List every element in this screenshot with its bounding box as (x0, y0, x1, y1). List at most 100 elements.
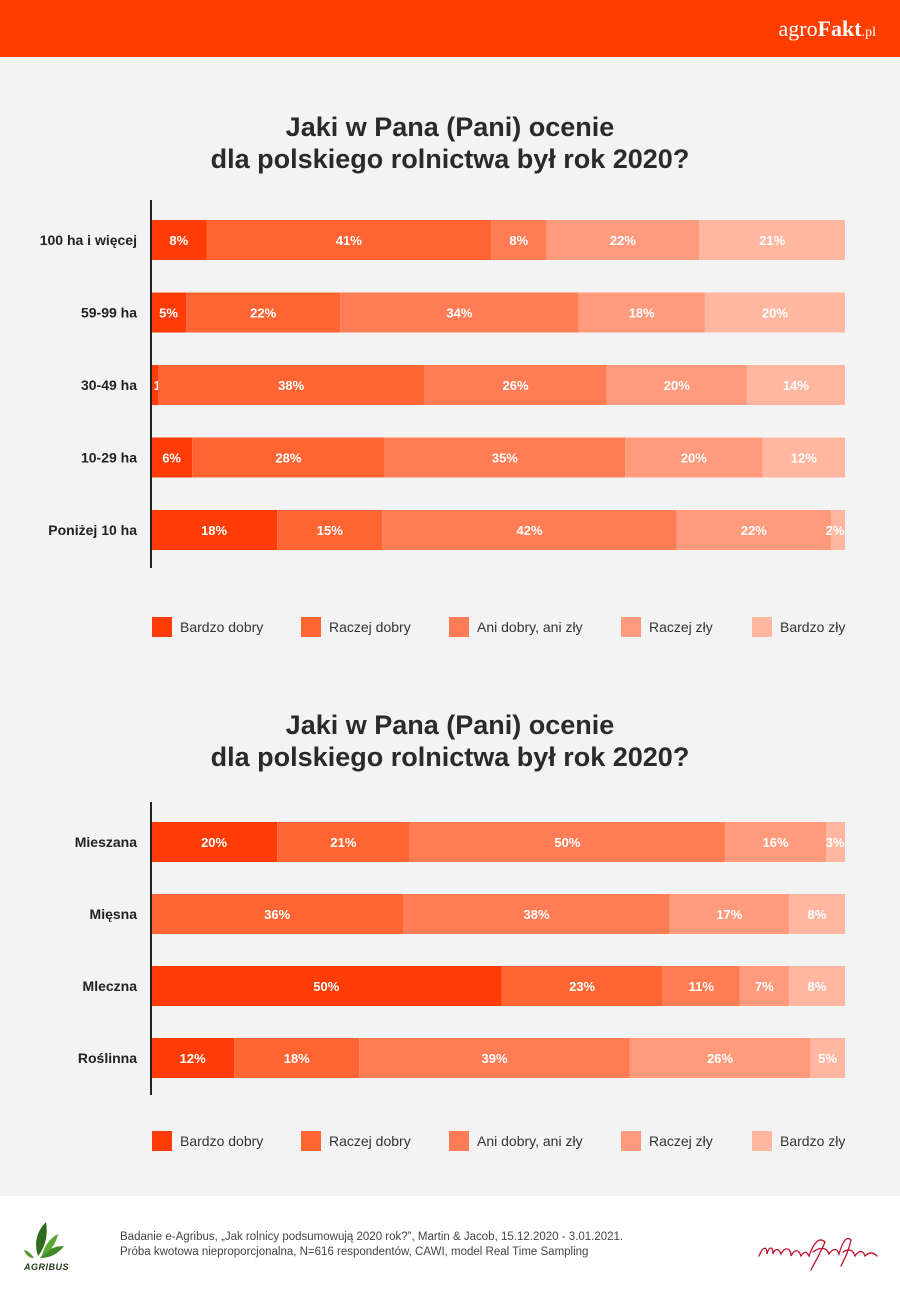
legend-label: Raczej dobry (329, 1133, 411, 1149)
data-label: 12% (791, 451, 817, 466)
martin-jacob-signature-icon (758, 1237, 878, 1271)
data-label: 12% (180, 1051, 206, 1066)
legend-swatch (152, 1131, 172, 1151)
chart-farm-size: Jaki w Pana (Pani) ocenie dla polskiego … (0, 57, 900, 657)
bar-segment (699, 220, 845, 260)
data-label: 41% (336, 233, 362, 248)
legend-label: Bardzo dobry (180, 1133, 264, 1149)
data-label: 50% (554, 835, 580, 850)
category-label: Poniżej 10 ha (48, 522, 137, 538)
source-note: Badanie e-Agribus, „Jak rolnicy podsumow… (120, 1230, 623, 1260)
bar-segment (662, 966, 740, 1006)
data-label: 8% (169, 233, 188, 248)
data-label: 17% (716, 907, 742, 922)
bar-segment (676, 510, 831, 550)
data-label: 8% (808, 907, 827, 922)
bar-segment (725, 822, 827, 862)
chart-title-line2: dla polskiego rolnictwa był rok 2020? (210, 742, 690, 772)
legend-item: Bardzo zły (752, 617, 845, 637)
bar-segment (340, 292, 579, 333)
data-label: 5% (159, 306, 178, 321)
chart-plot: Mieszana20%21%50%16%3%Mięsna0%36%38%17%8… (75, 802, 845, 1095)
legend-item: Raczej dobry (301, 1131, 411, 1151)
bar-segment (403, 894, 670, 934)
chart-title-line1: Jaki w Pana (Pani) ocenie (285, 710, 615, 740)
legend-label: Ani dobry, ani zły (477, 619, 583, 635)
chart-plot: 100 ha i więcej 8% 41% 8% 22% 21% 59-99 ha 5% 22… (40, 200, 845, 568)
data-label: 21% (330, 835, 356, 850)
bar-segment (151, 1038, 235, 1078)
bar-segment (746, 365, 845, 405)
legend-label: Raczej zły (649, 1133, 713, 1149)
bar-segment (704, 292, 845, 333)
data-label: 16% (763, 835, 789, 850)
logo-main: Fakt (817, 16, 862, 41)
data-label: 39% (482, 1051, 508, 1066)
legend-swatch (621, 617, 641, 637)
data-label: 18% (629, 306, 655, 321)
bar-segment (491, 220, 547, 260)
bar-segment (186, 292, 341, 333)
data-label: 20% (762, 306, 788, 321)
data-label: 14% (783, 378, 809, 393)
logo-prefix: agro (778, 16, 818, 41)
bar-segment (151, 894, 404, 934)
data-label: 8% (808, 979, 827, 994)
data-label: 18% (284, 1051, 310, 1066)
source-line-1: Badanie e-Agribus, „Jak rolnicy podsumow… (120, 1231, 624, 1243)
data-label: 20% (201, 835, 227, 850)
bar-segment (277, 510, 383, 550)
bar-segment (234, 1038, 360, 1078)
legend-item: Bardzo dobry (152, 617, 263, 637)
data-label: 34% (446, 306, 472, 321)
bar-segment (151, 510, 278, 550)
bar-segment (384, 437, 626, 478)
data-label: 20% (681, 451, 707, 466)
agribus-logo-text: AGRIBUS (24, 1262, 70, 1272)
chart-title-line1: Jaki w Pana (Pani) ocenie (285, 112, 615, 142)
data-label: 18% (201, 523, 227, 538)
logo-suffix: .pl (861, 25, 876, 40)
data-label: 38% (524, 907, 550, 922)
legend-swatch (621, 1131, 641, 1151)
bar-segment (826, 822, 845, 862)
category-label: 100 ha i więcej (40, 232, 137, 248)
legend-swatch (152, 617, 172, 637)
bar-segment (151, 966, 502, 1006)
data-label: 15% (317, 523, 343, 538)
bar-segment (382, 510, 677, 550)
agrofakt-logo[interactable]: agroFakt.pl (779, 16, 876, 42)
data-label: 2% (826, 523, 845, 538)
data-label: 11% (689, 979, 715, 994)
legend-swatch (301, 1131, 321, 1151)
data-label: 5% (818, 1051, 837, 1066)
legend-swatch (301, 617, 321, 637)
data-label: 28% (275, 451, 301, 466)
category-label: Roślinna (78, 1050, 137, 1066)
bar-segment (158, 365, 425, 405)
footer: AGRIBUS Badanie e-Agribus, „Jak rolnicy … (0, 1196, 900, 1299)
legend-label: Bardzo dobry (180, 619, 264, 635)
category-label: 10-29 ha (81, 450, 137, 466)
bar-segment (424, 365, 607, 405)
legend-label: Raczej zły (649, 619, 713, 635)
source-line-2: Próba kwotowa nieproporcjonalna, N=616 r… (120, 1246, 589, 1258)
chart-title: Jaki w Pana (Pani) ocenie dla polskiego … (0, 709, 900, 773)
data-label: 23% (569, 979, 595, 994)
data-label: 38% (278, 378, 304, 393)
chart-title: Jaki w Pana (Pani) ocenie dla polskiego … (0, 111, 900, 175)
bar-segment (151, 220, 207, 260)
data-label: 35% (492, 451, 518, 466)
bar-segment (192, 437, 385, 478)
legend-item: Bardzo dobry (152, 1131, 263, 1151)
legend-item: Bardzo zły (752, 1131, 845, 1151)
bar-segment (501, 966, 663, 1006)
data-label: 22% (250, 306, 276, 321)
header-bar: agroFakt.pl (0, 0, 900, 57)
bar-segment (669, 894, 789, 934)
legend-item: Ani dobry, ani zły (449, 1131, 583, 1151)
data-label: 8% (509, 233, 528, 248)
data-label: 36% (264, 907, 290, 922)
category-label: Mięsna (90, 906, 138, 922)
bar-segment (830, 510, 845, 550)
